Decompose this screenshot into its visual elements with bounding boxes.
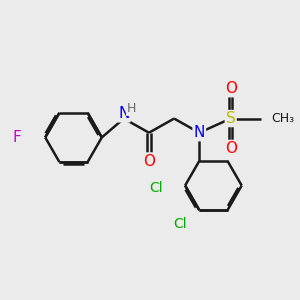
Text: S: S — [226, 111, 236, 126]
Text: O: O — [143, 154, 155, 169]
Text: Cl: Cl — [149, 181, 163, 195]
Text: Cl: Cl — [174, 217, 187, 231]
Text: CH₃: CH₃ — [272, 112, 295, 125]
Text: N: N — [194, 125, 205, 140]
Text: F: F — [13, 130, 21, 145]
Text: H: H — [127, 102, 136, 115]
Text: O: O — [225, 141, 237, 156]
Text: O: O — [225, 81, 237, 96]
Text: N: N — [118, 106, 130, 121]
